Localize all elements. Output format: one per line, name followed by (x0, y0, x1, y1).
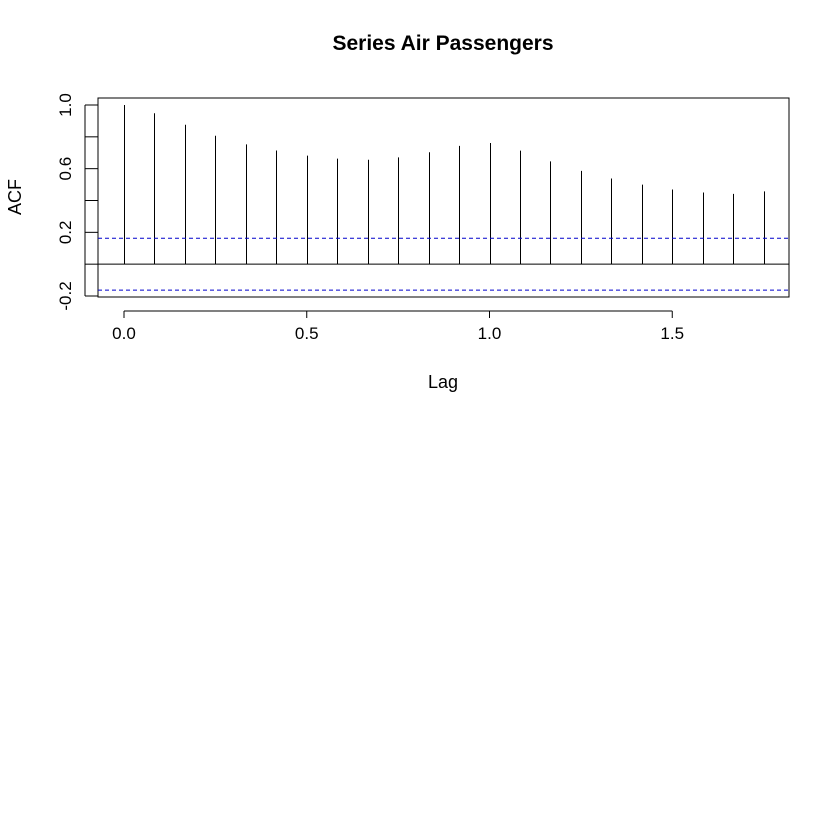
x-tick-label: 0.0 (112, 324, 136, 343)
y-axis-label: ACF (5, 179, 25, 215)
chart-title: Series Air Passengers (332, 32, 553, 55)
x-axis: 0.0 0.5 1.0 1.5 (112, 310, 684, 343)
y-tick-label: -0.2 (56, 281, 75, 310)
y-tick-label: 1.0 (56, 93, 75, 117)
y-axis: -0.2 0.2 0.6 1.0 (56, 93, 98, 311)
x-tick-label: 1.0 (478, 324, 502, 343)
y-tick-label: 0.2 (56, 221, 75, 245)
x-tick-label: 0.5 (295, 324, 319, 343)
confidence-bands (98, 237, 789, 291)
acf-stems (124, 105, 765, 265)
plot-frame (97, 97, 790, 298)
x-axis-label: Lag (428, 372, 458, 392)
x-tick-label: 1.5 (660, 324, 684, 343)
y-tick-label: 0.6 (56, 157, 75, 181)
